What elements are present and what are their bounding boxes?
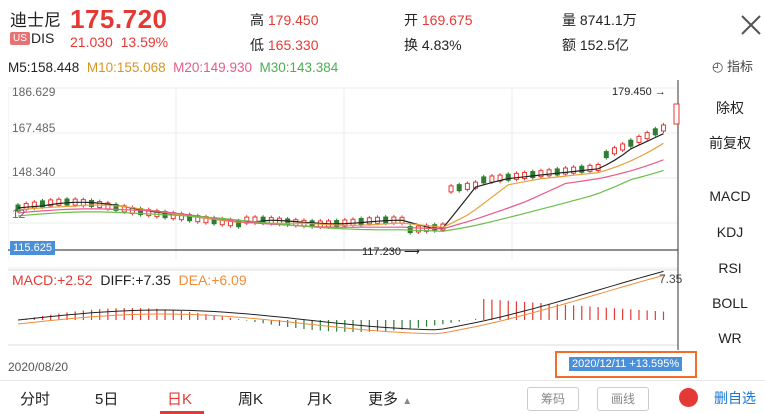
kline-chart[interactable] (8, 80, 685, 350)
turnover-label: 换 (404, 37, 418, 53)
tab-weekly-k[interactable]: 周K (238, 391, 264, 408)
candles (15, 103, 680, 235)
ma5-value: M5:158.448 (8, 60, 80, 75)
start-date: 2020/08/20 (8, 360, 69, 374)
tab-5day[interactable]: 5日 (95, 391, 119, 408)
low-value: 165.330 (267, 37, 319, 53)
side-boll[interactable]: BOLL (712, 295, 748, 311)
readout-highlight (555, 351, 697, 378)
ma-lines (17, 133, 664, 232)
side-forward-adjusted[interactable]: 前复权 (709, 135, 751, 151)
record-dot-icon[interactable] (679, 388, 698, 407)
chart-grid (8, 80, 679, 350)
low-marker: 117.230 ⟶ (362, 245, 420, 258)
open-stat: 开 169.675 (404, 10, 473, 30)
tab-more[interactable]: 更多 ▲ (368, 388, 412, 409)
side-ex-rights[interactable]: 除权 (716, 100, 744, 116)
side-macd[interactable]: MACD (709, 188, 751, 204)
open-label: 开 (404, 12, 418, 28)
crosshair-readout: 2020/12/11 +13.595% (569, 357, 683, 371)
current-price: 175.720 (70, 4, 168, 34)
tab-intraday[interactable]: 分时 (20, 391, 51, 408)
low-stat: 低 165.330 (250, 35, 319, 55)
amount-stat: 额 152.5亿 (562, 35, 629, 55)
turnover-stat: 换 4.83% (404, 35, 462, 55)
change-percent: 13.59% (120, 34, 169, 50)
amount-value: 152.5亿 (579, 37, 629, 53)
dea-value: DEA:+6.09 (178, 272, 247, 288)
change-amount: 21.030 (70, 34, 113, 50)
high-value: 179.450 (267, 12, 319, 28)
high-marker-value: 179.450 (612, 86, 652, 98)
arrow-right-icon: ⟶ (404, 246, 420, 258)
draw-line-button[interactable]: 画线 (597, 387, 649, 411)
remove-watchlist-button[interactable]: 删自选 (714, 390, 756, 406)
high-marker: 179.450 → (612, 86, 666, 98)
ma-row: M5:158.448 M10:155.068 M20:149.930 M30:1… (8, 60, 338, 75)
price-change: 21.030 13.59% (70, 34, 168, 50)
arrow-right-icon: → (654, 86, 666, 98)
volume-label: 量 (562, 12, 576, 28)
side-wr[interactable]: WR (718, 330, 742, 346)
price-axis-3: 148.340 (12, 165, 56, 179)
ma10-value: M10:155.068 (86, 60, 166, 75)
indicator-label: 指标 (726, 59, 753, 74)
low-price-tag: 115.625 (10, 241, 55, 255)
stock-name: 迪士尼 (10, 11, 61, 30)
volume-stat: 量 8741.1万 (562, 10, 637, 30)
price-axis-2: 167.485 (12, 121, 56, 135)
market-badge: US (10, 32, 30, 45)
amount-label: 额 (562, 37, 576, 53)
macd-value: MACD:+2.52 (12, 272, 93, 288)
close-icon[interactable] (738, 12, 764, 38)
side-rsi[interactable]: RSI (718, 260, 742, 276)
macd-lines (17, 270, 664, 335)
macd-top-value: 7.35 (659, 272, 683, 286)
period-tabs: 分时 5日 日K 周K 月K 更多 ▲ 筹码 画线 删自选 (0, 380, 765, 414)
price-axis-top: 186.629 (12, 85, 56, 99)
diff-value: DIFF:+7.35 (100, 272, 171, 288)
low-marker-value: 117.230 (362, 246, 401, 258)
triangle-up-icon: ▲ (402, 396, 413, 407)
turnover-value: 4.83% (421, 37, 462, 53)
indicator-icon: ◴ (712, 59, 724, 74)
low-label: 低 (250, 37, 264, 53)
tab-daily-k[interactable]: 日K (167, 391, 193, 408)
ma30-value: M30:143.384 (259, 60, 339, 75)
side-kdj[interactable]: KDJ (716, 224, 744, 240)
ma20-value: M20:149.930 (173, 60, 252, 75)
macd-header: MACD:+2.52 DIFF:+7.35 DEA:+6.09 (12, 272, 247, 288)
tab-monthly-k[interactable]: 月K (307, 391, 333, 408)
chips-button[interactable]: 筹码 (527, 387, 579, 411)
open-value: 169.675 (421, 12, 473, 28)
indicator-button[interactable]: ◴ 指标 (712, 56, 753, 75)
high-stat: 高 179.450 (250, 10, 319, 30)
tab-more-label: 更多 (368, 391, 399, 408)
high-label: 高 (250, 12, 264, 28)
ticker-symbol: DIS (31, 30, 55, 46)
price-axis-4: 12 (12, 207, 26, 221)
volume-value: 8741.1万 (579, 12, 637, 28)
